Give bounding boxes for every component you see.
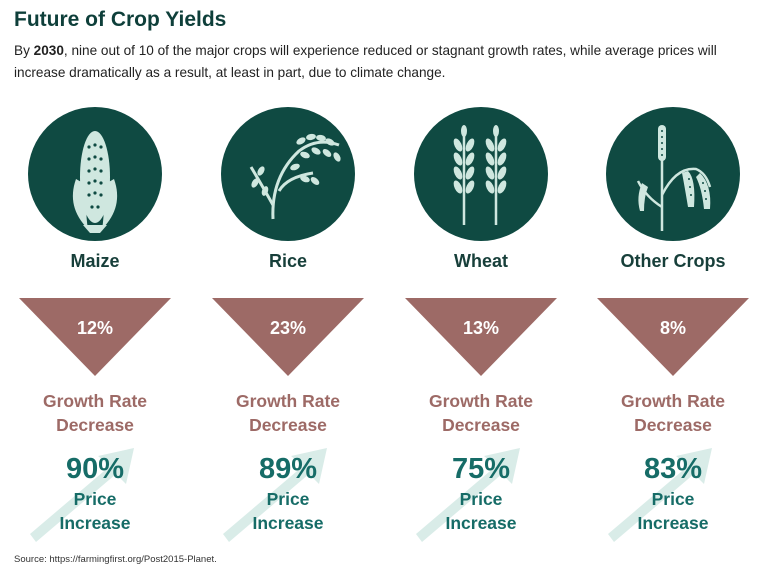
price-label-line2: Increase (59, 513, 131, 533)
growth-label-line2: Decrease (634, 415, 712, 435)
price-label-line2: Increase (252, 513, 324, 533)
growth-triangle (597, 298, 749, 376)
rice-icon (221, 107, 355, 241)
price-label-line2: Increase (445, 513, 517, 533)
sorghum-icon (606, 107, 740, 241)
intro-text: By 2030, nine out of 10 of the major cro… (14, 40, 754, 84)
price-label-line1: Price (459, 489, 503, 509)
arrow-up-right-icon (30, 448, 134, 542)
growth-triangle (19, 298, 171, 376)
price-label: Price Increase (386, 487, 576, 535)
price-label: Price Increase (0, 487, 190, 535)
growth-decrease-value: 23% (269, 318, 307, 338)
growth-label-line2: Decrease (249, 415, 327, 435)
crop-column-rice: Rice 23% Growth Rate Decrease 89% Price … (193, 0, 383, 573)
growth-label-line2: Decrease (442, 415, 520, 435)
crop-name: Maize (70, 251, 120, 271)
price-label-line1: Price (73, 489, 117, 509)
intro-prefix: By (14, 43, 34, 58)
page-title: Future of Crop Yields (14, 8, 227, 31)
arrow-up-right-icon (416, 448, 520, 542)
growth-label: Growth Rate Decrease (0, 389, 190, 437)
intro-rest: , nine out of 10 of the major crops will… (14, 43, 717, 80)
growth-decrease-value: 8% (659, 318, 686, 338)
crop-name: Other Crops (620, 251, 726, 271)
price-label: Price Increase (193, 487, 383, 535)
growth-label-line2: Decrease (56, 415, 134, 435)
growth-label: Growth Rate Decrease (578, 389, 768, 437)
intro-year: 2030 (33, 43, 64, 58)
crop-name: Wheat (454, 251, 508, 271)
price-label-line1: Price (266, 489, 310, 509)
growth-triangle (405, 298, 557, 376)
price-label: Price Increase (578, 487, 768, 535)
wheat-icon (414, 107, 548, 241)
maize-icon (28, 107, 162, 241)
crop-column-maize: Maize 12% Growth Rate Decrease 90% Price… (0, 0, 190, 573)
crop-column-other: Other Crops 8% Growth Rate Decrease 83% … (578, 0, 768, 573)
growth-decrease-value: 12% (76, 318, 114, 338)
growth-label-line1: Growth Rate (428, 391, 534, 411)
price-label-line2: Increase (637, 513, 709, 533)
growth-label: Growth Rate Decrease (193, 389, 383, 437)
price-label-line1: Price (651, 489, 695, 509)
growth-label-line1: Growth Rate (42, 391, 148, 411)
arrow-up-right-icon (608, 448, 712, 542)
price-increase-value: 89% (258, 453, 318, 485)
price-increase-value: 83% (643, 453, 703, 485)
arrow-up-right-icon (223, 448, 327, 542)
source-citation: Source: https://farmingfirst.org/Post201… (14, 554, 217, 565)
price-increase-value: 75% (451, 453, 511, 485)
growth-decrease-value: 13% (462, 318, 500, 338)
price-increase-value: 90% (65, 453, 125, 485)
growth-label-line1: Growth Rate (620, 391, 726, 411)
crop-column-wheat: Wheat 13% Growth Rate Decrease 75% Price… (386, 0, 576, 573)
growth-label: Growth Rate Decrease (386, 389, 576, 437)
crop-name: Rice (268, 251, 308, 271)
growth-triangle (212, 298, 364, 376)
growth-label-line1: Growth Rate (235, 391, 341, 411)
